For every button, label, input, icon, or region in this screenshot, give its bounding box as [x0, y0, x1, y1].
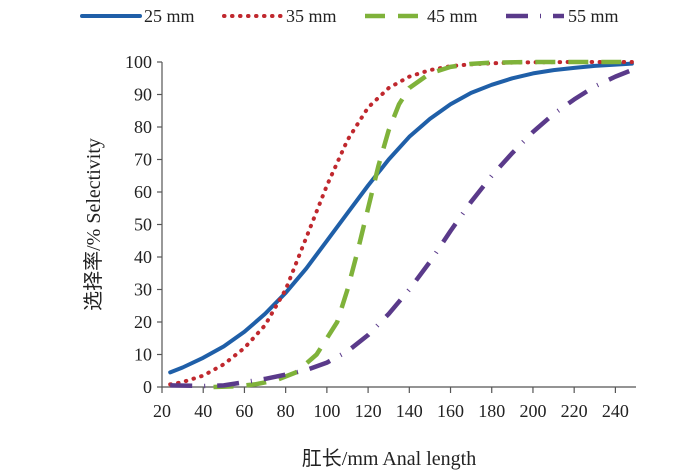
y-tick-label: 40: [134, 247, 152, 267]
series-line-55-mm: [170, 68, 633, 389]
legend-label: 25 mm: [144, 6, 195, 26]
legend-label: 35 mm: [286, 6, 337, 26]
series-layer: [168, 59, 634, 390]
series-line-35-mm: [168, 60, 634, 387]
x-tick-label: 100: [313, 401, 340, 421]
legend-label: 45 mm: [427, 6, 478, 26]
series-line-45-mm: [213, 59, 632, 390]
chart-axes: 0 10 20 30 40 50 60 70 80 90 100 20 40 60 80 100 120 140 1…: [125, 52, 636, 421]
x-tick-label: 240: [602, 401, 629, 421]
y-tick-label: 30: [134, 280, 152, 300]
x-tick-label: 20: [153, 401, 171, 421]
x-tick-label: 60: [235, 401, 253, 421]
y-tick-label: 80: [134, 117, 152, 137]
y-tick-label: 10: [134, 345, 152, 365]
y-tick-label: 70: [134, 150, 152, 170]
x-tick-label: 200: [519, 401, 546, 421]
legend: 25 mm 35 mm 45 mm 55 mm: [80, 6, 619, 26]
x-tick-label: 40: [194, 401, 212, 421]
x-axis-title: 肛长/mm Anal length: [302, 447, 476, 470]
y-tick-label: 0: [143, 377, 152, 397]
x-tick-label: 160: [437, 401, 464, 421]
x-tick-label: 140: [396, 401, 423, 421]
y-tick-label: 100: [125, 52, 152, 72]
x-tick-label: 180: [478, 401, 505, 421]
x-tick-label: 220: [561, 401, 588, 421]
legend-label: 55 mm: [568, 6, 619, 26]
x-tick-label: 120: [355, 401, 382, 421]
x-tick-label: 80: [277, 401, 295, 421]
y-axis-title: 选择率/% Selectivity: [82, 138, 105, 311]
y-tick-label: 50: [134, 215, 152, 235]
y-tick-label: 90: [134, 85, 152, 105]
series-line-25-mm: [168, 61, 634, 375]
y-tick-label: 20: [134, 312, 152, 332]
y-tick-label: 60: [134, 182, 152, 202]
